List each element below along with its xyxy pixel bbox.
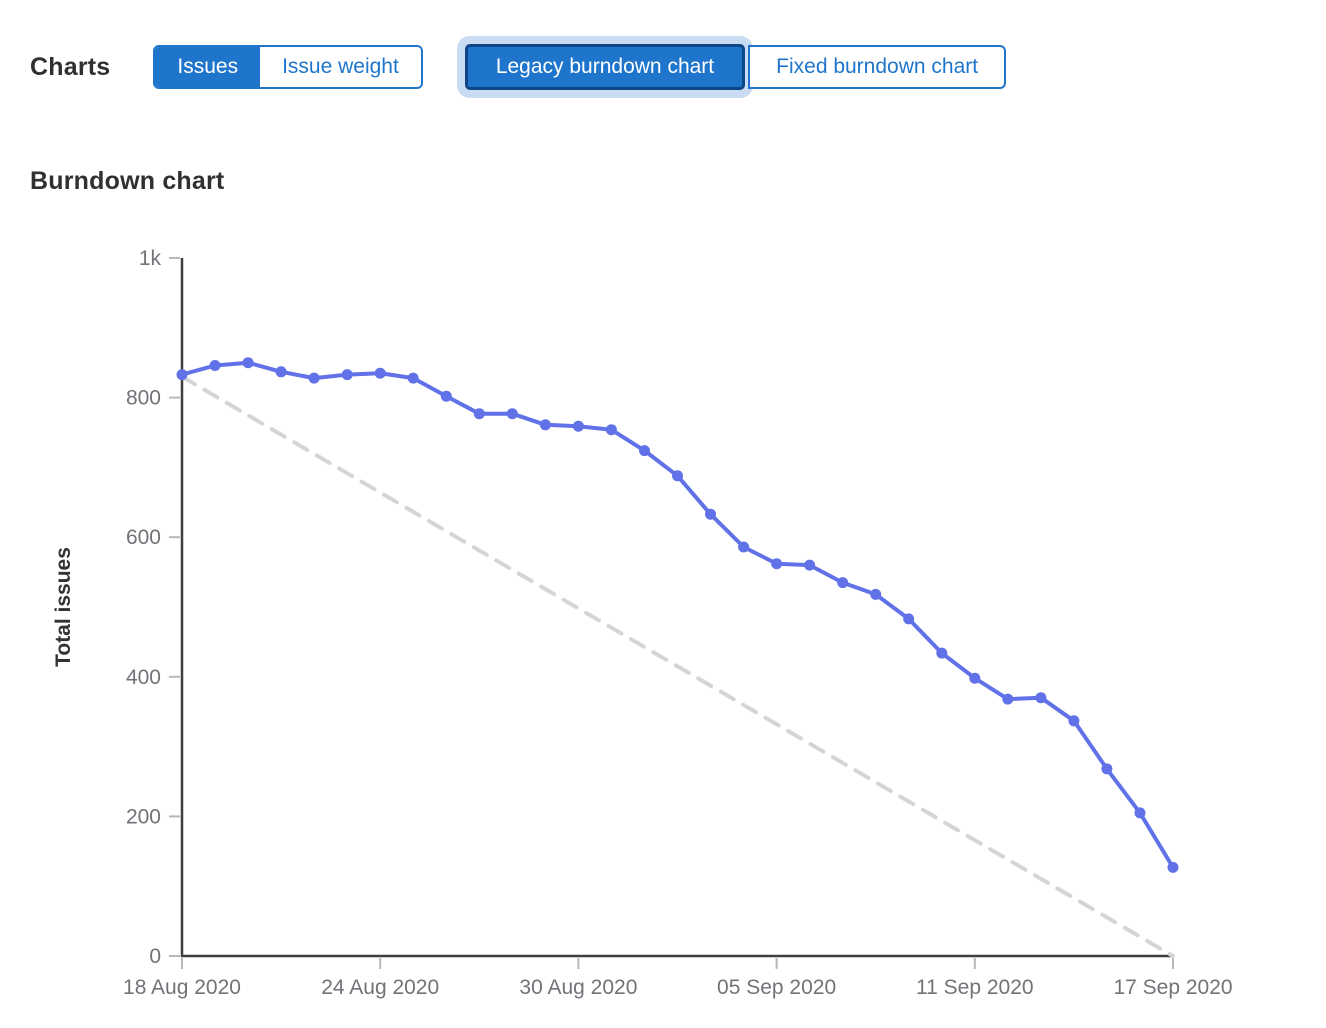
guideline-dashed-line: [180, 374, 1175, 958]
x-tick-label: 17 Sep 2020: [1113, 976, 1232, 999]
x-axis-ticks: 18 Aug 2020 24 Aug 2020 30 Aug 2020 05 Sep …: [123, 958, 1233, 999]
data-point-marker: [870, 588, 882, 600]
legacy-burndown-chart-button[interactable]: Legacy burndown chart: [464, 44, 746, 90]
data-point-marker: [903, 613, 915, 625]
fixed-burndown-chart-button[interactable]: Fixed burndown chart: [748, 45, 1007, 89]
issues-toggle-button[interactable]: Issues: [155, 47, 261, 87]
data-point-marker: [771, 558, 783, 570]
x-tick-label: 18 Aug 2020: [123, 976, 241, 999]
actual-issues-line: [180, 360, 1175, 870]
y-tick-label: 1k: [139, 247, 162, 270]
data-point-marker: [969, 672, 981, 684]
y-axis-title: Total issues: [52, 547, 75, 667]
data-point-marker: [506, 408, 518, 420]
charts-label: Charts: [30, 52, 111, 81]
y-tick-label: 600: [126, 526, 161, 549]
data-point-marker: [639, 445, 650, 457]
x-tick-label: 30 Aug 2020: [519, 976, 637, 999]
data-point-marker: [605, 424, 617, 436]
data-point-marker: [804, 559, 816, 571]
data-point-marker: [1035, 692, 1047, 704]
x-tick-label: 11 Sep 2020: [916, 976, 1034, 999]
x-tick-label: 05 Sep 2020: [717, 976, 836, 999]
data-point-marker: [936, 647, 948, 659]
chart-type-toggle-group: Legacy burndown chart Fixed burndown cha…: [464, 44, 1007, 90]
data-point-marker: [473, 408, 485, 420]
y-axis-ticks: 0 200 400 600 800 1k: [126, 247, 180, 968]
data-point-marker: [1134, 807, 1146, 819]
burndown-chart-heading: Burndown chart: [30, 167, 225, 195]
x-tick-label: 24 Aug 2020: [321, 976, 439, 999]
y-tick-label: 400: [126, 666, 161, 689]
data-point-marker: [1101, 763, 1113, 775]
data-point-marker: [572, 420, 584, 432]
metric-toggle-group: Issues Issue weight: [153, 45, 423, 89]
data-point-marker: [209, 360, 221, 371]
y-tick-label: 0: [149, 945, 161, 968]
data-point-marker: [242, 357, 254, 369]
data-point-marker: [1002, 693, 1014, 705]
data-point-marker: [308, 372, 320, 384]
data-point-marker: [705, 508, 716, 520]
data-point-marker: [341, 369, 353, 381]
data-point-marker: [275, 366, 287, 378]
data-point-marker: [837, 577, 849, 589]
data-points: [176, 357, 1179, 873]
data-point-marker: [440, 390, 452, 402]
issue-weight-toggle-button[interactable]: Issue weight: [260, 47, 421, 87]
data-point-marker: [407, 372, 419, 384]
charts-toolbar: Charts Issues Issue weight Legacy burndo…: [30, 40, 1007, 94]
data-point-marker: [176, 369, 188, 381]
data-point-marker: [374, 367, 386, 379]
data-point-marker: [539, 419, 551, 431]
data-point-marker: [1068, 715, 1080, 727]
data-point-marker: [672, 470, 683, 482]
data-point-marker: [1167, 861, 1179, 873]
y-tick-label: 800: [126, 387, 161, 410]
data-point-marker: [738, 541, 750, 553]
burndown-chart: 0 200 400 600 800 1k 18 Aug 2020 24 Aug 2020 30 …: [52, 247, 1233, 999]
y-tick-label: 200: [126, 805, 161, 828]
